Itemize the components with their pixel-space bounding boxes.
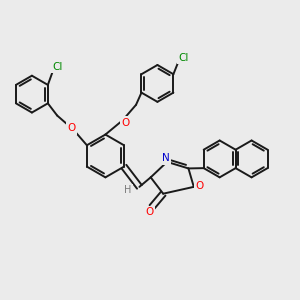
Text: O: O xyxy=(146,207,154,218)
Text: O: O xyxy=(196,181,204,191)
Text: Cl: Cl xyxy=(52,62,63,72)
Text: O: O xyxy=(67,123,75,133)
Text: N: N xyxy=(162,153,170,163)
Text: H: H xyxy=(124,185,132,195)
Text: Cl: Cl xyxy=(178,53,188,63)
Text: O: O xyxy=(121,118,129,128)
